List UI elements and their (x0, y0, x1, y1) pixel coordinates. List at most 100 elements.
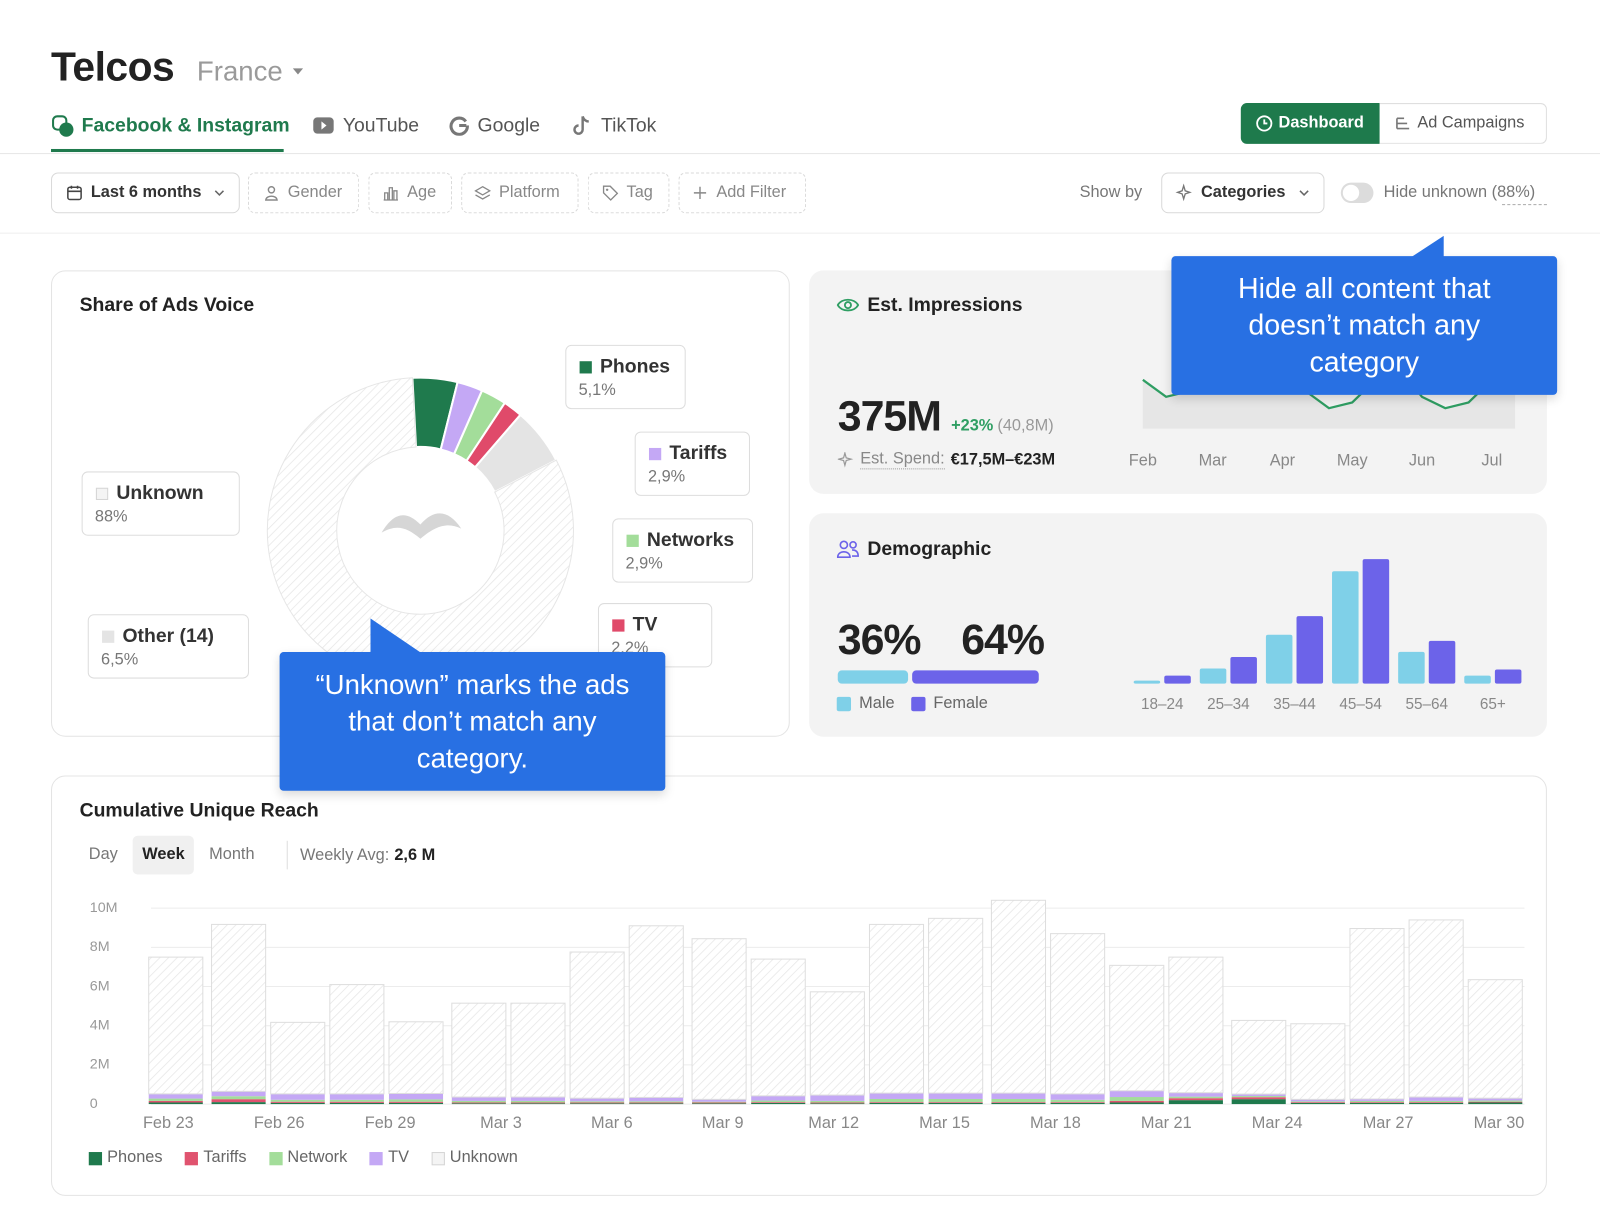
platform-filter[interactable] (461, 172, 579, 214)
divider (0, 232, 1600, 234)
reach-bar-segment (1109, 1102, 1164, 1105)
granularity-option[interactable]: Day (88, 845, 118, 864)
reach-bar-segment (1467, 979, 1523, 1099)
x-tick-label: Mar 15 (919, 1114, 970, 1132)
ad-campaigns-button[interactable] (1379, 103, 1547, 144)
legend-item: Tariffs (184, 1149, 247, 1167)
tab[interactable]: Facebook & Instagram (81, 115, 290, 137)
reach-bar-segment (1050, 1102, 1105, 1103)
legend-swatch (910, 696, 926, 712)
icon-shape (605, 188, 609, 192)
x-tick-label: May (1337, 452, 1369, 470)
granularity-option[interactable]: Month (209, 845, 255, 864)
dashboard-label: Dashboard (1278, 114, 1364, 132)
reach-bar-segment (692, 1101, 747, 1103)
tab[interactable]: Google (477, 115, 541, 137)
reach-bar-segment (628, 925, 684, 1098)
age-bar (1494, 669, 1522, 684)
legend-swatch (102, 630, 115, 643)
x-tick-label: Mar 3 (480, 1114, 522, 1132)
reach-bar-segment (1109, 964, 1165, 1092)
icon-shape (1256, 115, 1273, 132)
reach-bar-segment (388, 1021, 444, 1095)
reach-bar-segment (388, 1093, 444, 1100)
gender-filter[interactable] (247, 172, 360, 214)
date-filter-label: Last 6 months (90, 183, 202, 202)
icon-shape (265, 195, 278, 201)
y-tick-label: 8M (90, 939, 110, 955)
age-bar (1230, 656, 1257, 684)
icon-shape (449, 116, 469, 136)
card-title: Demographic (867, 538, 992, 561)
tab[interactable]: YouTube (342, 115, 420, 137)
chevron (214, 190, 225, 196)
icon-shape (59, 122, 74, 137)
reach-bar-segment (928, 1102, 983, 1103)
sparkle-icon (1175, 183, 1192, 202)
reach-bar-segment (451, 1103, 506, 1105)
x-tick-label: Jul (1481, 452, 1502, 470)
y-tick-label: 4M (90, 1017, 110, 1033)
x-tick-label: Feb 23 (143, 1114, 194, 1132)
age-bar (1199, 668, 1227, 684)
tab[interactable]: TikTok (601, 115, 657, 137)
reach-bar-segment (869, 1102, 924, 1103)
reach-bar-segment (270, 1099, 325, 1102)
facebook-instagram-icon (52, 115, 74, 137)
reach-bar-segment (1168, 1100, 1223, 1105)
reach-bar-segment (148, 1100, 203, 1103)
reach-bar-segment (1231, 1099, 1286, 1105)
reach-bar-segment (1231, 1019, 1287, 1095)
icon-shape (1396, 117, 1410, 130)
add-filter[interactable] (678, 172, 807, 214)
legend-swatch (95, 487, 109, 500)
legend-name: Unknown (116, 482, 204, 505)
show-by-select[interactable] (1161, 172, 1325, 214)
spend-row: Est. Spend: €17,5M–€23M (837, 450, 1055, 470)
tag-filter[interactable] (587, 172, 670, 214)
reach-bar-segment (810, 1095, 865, 1101)
x-tick-label: Mar 30 (1474, 1114, 1525, 1132)
reach-bar-segment (1050, 1099, 1105, 1103)
reach-bar-segment (810, 1103, 865, 1105)
legend-card: Unknown 88% (81, 471, 240, 536)
calendar-icon (67, 185, 82, 201)
reach-bar-segment (1290, 1023, 1346, 1100)
reach-bar-segment (510, 1100, 566, 1103)
reach-bar-segment (329, 1093, 384, 1100)
reach-bar-segment (869, 1093, 924, 1099)
legend-card: Other (14) 6,5% (87, 614, 249, 679)
reach-bar-segment (451, 1100, 506, 1103)
gender-bar (837, 670, 909, 684)
age-filter[interactable] (368, 172, 453, 214)
legend-swatch (269, 1151, 283, 1165)
country-select[interactable]: France (196, 56, 283, 87)
legend-swatch (184, 1151, 199, 1165)
reach-bar-segment (570, 1098, 625, 1102)
legend-name: TV (632, 614, 658, 636)
reach-bar-segment (868, 923, 925, 1094)
divider (0, 153, 1600, 155)
reach-bar-segment (1050, 933, 1106, 1095)
x-tick-label: Mar 6 (591, 1114, 633, 1132)
legend-value: 2,9% (625, 555, 663, 573)
y-tick-label: 2M (90, 1057, 110, 1073)
tiktok-icon (573, 115, 589, 135)
tooltip-text: “Unknown” marks the ads that don’t match… (315, 669, 630, 774)
reach-bar-segment (751, 1102, 806, 1103)
dashed-underline (1502, 204, 1547, 206)
granularity-option[interactable]: Week (133, 835, 194, 875)
google-icon (449, 116, 469, 136)
reach-bar-segment (329, 984, 385, 1095)
reach-bar-segment (1468, 1101, 1523, 1103)
x-tick-label: Mar 24 (1252, 1114, 1303, 1132)
x-tick-label: 45–54 (1339, 696, 1382, 713)
date-filter[interactable] (51, 172, 240, 214)
y-tick-label: 0 (90, 1096, 98, 1112)
filter-label: Gender (287, 183, 343, 202)
legend-value: 2,9% (647, 468, 686, 486)
reach-bar-segment (1168, 956, 1224, 1094)
reach-bar-segment (510, 1002, 566, 1098)
x-tick-label: 35–44 (1273, 696, 1316, 713)
